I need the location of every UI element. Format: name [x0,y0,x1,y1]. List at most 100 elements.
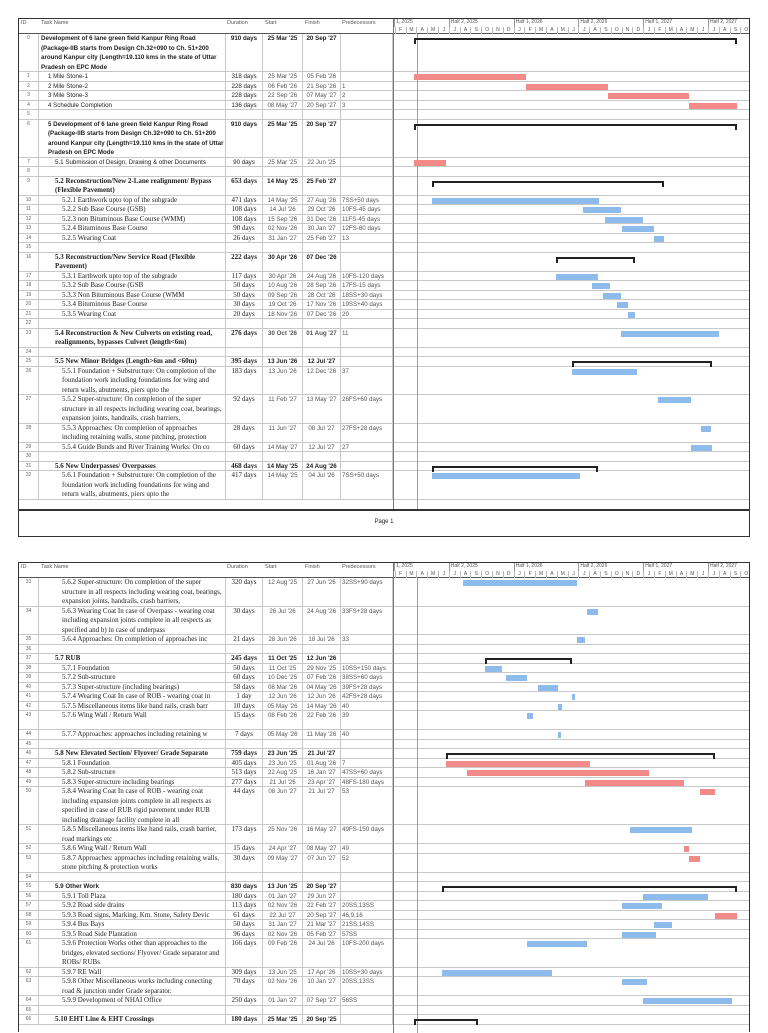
table-row[interactable]: 42 5.7.5 Miscellaneous items like hand ra… [19,701,749,711]
table-row[interactable]: 64 5.9.9 Development of NHAI Office 250 da… [19,996,749,1006]
task-bar[interactable] [605,216,644,223]
task-bar[interactable] [643,998,733,1004]
task-bar[interactable] [582,207,621,213]
task-bar[interactable] [431,197,599,204]
column-header-duration[interactable]: Duration [227,20,248,26]
table-row[interactable]: 8 [19,167,749,177]
column-header-start[interactable]: Start [265,564,277,570]
table-row[interactable]: 35 5.6.4 Approaches: On completion of app… [19,635,749,645]
table-row[interactable]: 16 5.3 Reconstruction/New Service Road (F… [19,252,749,272]
table-row[interactable]: 24 [19,347,749,357]
table-row[interactable]: 62 5.9.7 RE Wall 309 days 13 Jun '25 17 Apr … [19,967,749,977]
task-bar[interactable] [571,368,637,375]
table-row[interactable]: 11 5.2.2 Sub Base Course (GSB) 108 days 14 … [19,205,749,215]
critical-task-bar[interactable] [466,770,649,776]
column-header-pred[interactable]: Predecessors [342,564,376,570]
task-bar[interactable] [653,922,673,928]
table-row[interactable]: 13 5.2.4 Bituminous Base Course 90 days 02 … [19,224,749,234]
task-bar[interactable] [621,931,656,938]
table-row[interactable]: 52 5.8.6 Wing Wall / Return Wall 15 days 24… [19,844,749,854]
table-row[interactable]: 58 5.9.3 Road signs, Marking, Km. Stone, … [19,910,749,920]
critical-task-bar[interactable] [688,102,737,109]
task-bar[interactable] [463,580,578,586]
summary-bar[interactable] [445,753,716,759]
table-row[interactable]: 7 5.1 Submission of Design, Drawing & oth… [19,157,749,167]
task-bar[interactable] [527,941,587,947]
summary-bar[interactable] [442,886,738,892]
table-row[interactable]: 45 [19,739,749,749]
summary-bar[interactable] [413,1019,478,1025]
table-row[interactable]: 10 5.2.1 Earthwork upto top of the subgra… [19,195,749,205]
column-header-id[interactable]: ID [21,564,27,570]
table-row[interactable]: 59 5.9.4 Bus Bays 50 days 31 Jan '27 21 Mar … [19,920,749,930]
table-row[interactable]: 50 5.8.4 Wearing Coat In case of ROB - we… [19,787,749,825]
table-row[interactable]: 36 [19,644,749,654]
task-bar[interactable] [484,665,503,672]
task-bar[interactable] [527,713,533,719]
table-row[interactable]: 30 [19,452,749,462]
table-row[interactable]: 33 5.6.2 Super-structure: On completion o… [19,578,749,607]
table-row[interactable]: 34 5.6.3 Wearing Coat In case of Overpass… [19,606,749,635]
summary-bar[interactable] [413,38,737,44]
task-bar[interactable] [556,273,598,280]
critical-task-bar[interactable] [607,93,689,99]
table-row[interactable]: 26 5.5.1 Foundation + Substructure: On co… [19,366,749,395]
column-header-name[interactable]: Task Name [41,564,69,570]
task-bar[interactable] [617,302,628,308]
task-bar[interactable] [558,703,562,710]
table-row[interactable]: 25 5.5 New Minor Bridges (Length>6m and <… [19,357,749,367]
table-row[interactable]: 0 Development of 6 lane green field Kanpu… [19,34,749,72]
task-bar[interactable] [621,903,663,909]
table-row[interactable]: 31 5.6 New Underpasses/ Overpasses 468 day… [19,461,749,471]
table-row[interactable]: 15 [19,243,749,253]
task-bar[interactable] [577,637,585,643]
table-row[interactable]: 21 5.3.5 Wearing Coat 20 days 18 Nov '26 07 … [19,309,749,319]
table-row[interactable]: 54 [19,872,749,882]
table-row[interactable]: 43 5.7.6 Wing Wall / Return Wall 15 days 08… [19,711,749,730]
task-bar[interactable] [630,827,692,833]
task-bar[interactable] [653,235,664,242]
column-header-id[interactable]: ID [21,20,27,26]
table-row[interactable]: 29 5.5.4 Guide Bunds and River Training W… [19,442,749,452]
critical-task-bar[interactable] [445,760,590,767]
column-header-finish[interactable]: Finish [305,20,320,26]
table-row[interactable]: 48 5.8.2 Sub-structure 513 days 22 Aug '25 1… [19,768,749,778]
column-header-pred[interactable]: Predecessors [342,20,376,26]
critical-task-bar[interactable] [683,846,690,852]
table-row[interactable]: 61 5.9.6 Protection Works other than appr… [19,939,749,968]
table-row[interactable]: 32 5.6.1 Foundation + Substructure: On co… [19,471,749,500]
table-row[interactable]: 63 5.9.8 Other Miscellaneous works includ… [19,977,749,996]
table-row[interactable]: 37 5.7 RUB 245 days 11 Oct '25 12 Jun '26 [19,654,749,664]
column-header-start[interactable]: Start [265,20,277,26]
table-row[interactable]: 18 5.3.2 Sub Base Course (GSB 50 days 10 Au… [19,281,749,291]
critical-task-bar[interactable] [413,74,527,80]
table-row[interactable]: 53 5.8.7 Approaches: approaches including… [19,853,749,873]
summary-bar[interactable] [431,180,664,187]
table-row[interactable]: 60 5.9.5 Road Side Plantation 96 days 02 No… [19,929,749,939]
table-row[interactable]: 9 5.2 Reconstruction/New 2-Lane realignme… [19,176,749,196]
table-row[interactable]: 22 [19,319,749,329]
table-row[interactable]: 38 5.7.1 Foundation 50 days 11 Oct '25 29 No… [19,663,749,673]
table-row[interactable]: 17 5.3.1 Earthwork upto top of the subgra… [19,271,749,281]
task-bar[interactable] [657,397,691,403]
column-header-name[interactable]: Task Name [41,20,69,26]
table-row[interactable]: 23 5.4 Reconstruction & New Culverts on e… [19,328,749,348]
task-bar[interactable] [700,425,711,432]
task-bar[interactable] [627,311,635,318]
table-row[interactable]: 12 5.2.3 non Bituminous Base Course (WMM)… [19,214,749,224]
task-bar[interactable] [431,473,580,479]
table-row[interactable]: 40 5.7.3 Super-structure (including beari… [19,682,749,692]
task-bar[interactable] [537,684,559,691]
task-bar[interactable] [690,444,713,451]
table-row[interactable]: 56 5.9.1 Toll Plaza 180 days 01 Jan '27 29 J… [19,891,749,901]
task-bar[interactable] [643,893,708,900]
critical-task-bar[interactable] [715,912,737,919]
task-bar[interactable] [442,969,553,976]
task-bar[interactable] [620,330,720,337]
table-row[interactable]: 39 5.7.2 Sub-structure 60 days 10 Dec '25 07… [19,673,749,683]
critical-task-bar[interactable] [689,855,700,862]
